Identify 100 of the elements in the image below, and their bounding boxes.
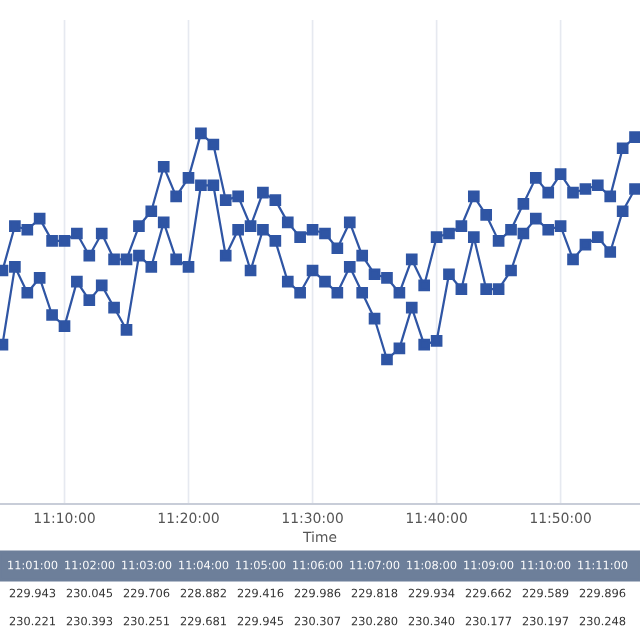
point <box>480 209 493 221</box>
point <box>232 190 244 203</box>
point <box>579 238 592 251</box>
point <box>430 231 443 243</box>
point <box>195 127 207 140</box>
point <box>529 172 542 184</box>
point <box>71 227 83 240</box>
point <box>133 249 145 262</box>
point <box>145 260 158 273</box>
point <box>281 275 294 288</box>
point <box>306 264 319 277</box>
point <box>604 190 617 203</box>
point <box>133 220 145 232</box>
point <box>219 249 232 262</box>
point <box>529 212 542 225</box>
point <box>517 197 530 210</box>
point <box>319 275 331 288</box>
point <box>567 186 579 199</box>
point <box>58 235 71 247</box>
point <box>257 223 269 236</box>
point <box>294 286 306 299</box>
point <box>467 190 480 203</box>
point <box>120 323 133 336</box>
point <box>629 131 640 143</box>
point <box>368 312 381 325</box>
point <box>207 138 220 151</box>
point <box>443 268 455 281</box>
point <box>554 168 567 180</box>
point <box>95 227 108 240</box>
point <box>356 249 369 262</box>
point <box>356 286 369 299</box>
point <box>83 249 96 262</box>
point <box>418 279 431 292</box>
point <box>368 268 381 281</box>
point <box>443 227 455 240</box>
point <box>232 223 244 236</box>
point <box>244 264 257 277</box>
point <box>393 342 406 355</box>
point <box>157 160 170 173</box>
point <box>616 142 629 155</box>
point <box>170 253 182 266</box>
point <box>405 253 418 266</box>
point <box>517 227 530 240</box>
point <box>157 216 170 229</box>
point <box>343 260 356 273</box>
point <box>492 235 505 247</box>
point <box>591 231 604 243</box>
point <box>281 216 294 229</box>
point <box>108 253 120 266</box>
point <box>71 275 83 288</box>
point <box>467 231 480 243</box>
point <box>170 190 182 203</box>
point <box>294 231 306 243</box>
point <box>405 301 418 314</box>
point <box>542 223 555 236</box>
point <box>579 183 592 195</box>
point <box>430 335 443 347</box>
point <box>567 253 579 266</box>
point <box>46 235 58 247</box>
point <box>393 286 406 299</box>
point <box>195 179 207 192</box>
point <box>58 320 71 332</box>
point <box>145 205 158 218</box>
point <box>591 179 604 192</box>
point <box>455 283 468 295</box>
point <box>418 338 431 351</box>
point <box>257 186 269 199</box>
point <box>306 223 319 236</box>
point <box>83 294 96 306</box>
point <box>9 220 21 232</box>
point <box>33 272 46 284</box>
point <box>182 172 195 184</box>
point <box>46 309 58 321</box>
point <box>244 220 257 232</box>
point <box>319 227 331 240</box>
point <box>182 260 195 273</box>
point <box>505 264 517 277</box>
point <box>604 246 617 258</box>
point <box>492 283 505 295</box>
point <box>542 186 555 199</box>
point <box>554 220 567 232</box>
point <box>480 283 493 295</box>
point <box>21 223 34 236</box>
point <box>629 183 640 195</box>
point <box>269 235 282 247</box>
point <box>219 194 232 206</box>
point <box>381 272 393 284</box>
point <box>616 205 629 218</box>
point <box>343 216 356 229</box>
point <box>207 179 220 192</box>
point <box>33 212 46 225</box>
point <box>381 353 393 366</box>
point <box>505 223 517 236</box>
point <box>108 301 120 314</box>
point <box>95 279 108 292</box>
point <box>9 260 21 273</box>
point <box>455 220 468 232</box>
point <box>21 286 34 299</box>
point <box>269 194 282 206</box>
point <box>120 253 133 266</box>
